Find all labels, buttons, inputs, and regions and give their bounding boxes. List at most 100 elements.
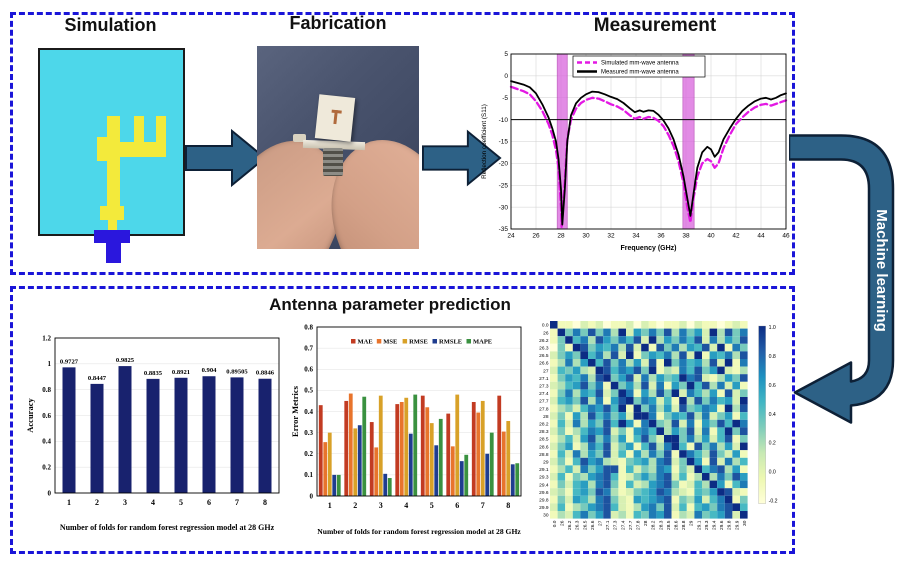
svg-text:0.89505: 0.89505: [226, 368, 248, 375]
svg-text:29.9: 29.9: [539, 505, 549, 511]
svg-text:7: 7: [235, 498, 239, 507]
svg-text:2: 2: [95, 498, 99, 507]
svg-text:28.8: 28.8: [681, 520, 687, 530]
svg-text:0.8: 0.8: [304, 323, 313, 331]
fabrication-title: Fabrication: [289, 13, 387, 33]
svg-text:0: 0: [310, 492, 314, 500]
svg-text:28.5: 28.5: [666, 520, 672, 530]
svg-text:28: 28: [543, 414, 549, 420]
svg-text:4: 4: [404, 501, 408, 510]
svg-text:0.0: 0.0: [552, 520, 558, 527]
svg-text:46: 46: [782, 233, 790, 240]
simulation-title: Simulation: [64, 15, 157, 35]
svg-text:40: 40: [707, 233, 715, 240]
svg-text:29: 29: [689, 520, 695, 526]
antenna-arm: [100, 142, 166, 157]
antenna-prong-3: [155, 116, 166, 157]
simulation-image: [38, 48, 185, 264]
svg-text:Measured mm-wave antenna: Measured mm-wave antenna: [601, 70, 679, 76]
svg-text:MAE: MAE: [358, 338, 373, 345]
svg-text:0.9825: 0.9825: [116, 357, 135, 364]
svg-text:27.3: 27.3: [613, 520, 619, 530]
svg-text:28.3: 28.3: [539, 429, 549, 435]
svg-text:8: 8: [506, 501, 510, 510]
svg-text:27.7: 27.7: [628, 520, 634, 530]
svg-text:3: 3: [379, 501, 383, 510]
machine-learning-arrow: Machine learning: [789, 134, 895, 424]
feed-port: [94, 230, 131, 244]
svg-text:0.6: 0.6: [304, 366, 313, 374]
svg-text:1: 1: [48, 360, 52, 368]
svg-text:5: 5: [430, 501, 434, 510]
svg-text:30: 30: [543, 513, 549, 519]
svg-text:27.4: 27.4: [620, 520, 626, 530]
svg-text:26.3: 26.3: [575, 520, 581, 530]
svg-text:MSE: MSE: [383, 338, 397, 345]
svg-text:0.904: 0.904: [202, 367, 218, 374]
svg-text:28.8: 28.8: [539, 452, 549, 458]
arrow-fabrication-to-measurement: [422, 129, 502, 187]
svg-text:-30: -30: [499, 204, 509, 211]
sma-connector: [323, 148, 343, 176]
svg-text:29.6: 29.6: [539, 490, 549, 496]
svg-text:28.6: 28.6: [674, 520, 680, 530]
svg-text:3: 3: [123, 498, 127, 507]
antenna-nub: [107, 219, 117, 231]
svg-text:0.5: 0.5: [304, 387, 313, 395]
prediction-title: Antenna parameter prediction: [269, 295, 511, 314]
svg-text:28.5: 28.5: [539, 437, 549, 443]
svg-text:26: 26: [543, 330, 549, 336]
svg-text:28.3: 28.3: [658, 520, 664, 530]
svg-text:26.2: 26.2: [539, 338, 549, 344]
svg-text:32: 32: [607, 233, 615, 240]
svg-text:29.8: 29.8: [727, 520, 733, 530]
svg-text:RMSLE: RMSLE: [439, 338, 462, 345]
svg-text:0.9727: 0.9727: [60, 358, 79, 365]
svg-text:Reflection coefficient (S11): Reflection coefficient (S11): [481, 104, 488, 179]
svg-text:RMSE: RMSE: [409, 338, 428, 345]
svg-text:8: 8: [263, 498, 267, 507]
svg-text:0.8: 0.8: [769, 354, 776, 360]
fabricated-antenna-board: [314, 94, 356, 142]
svg-text:0.4: 0.4: [769, 412, 776, 418]
svg-text:0.8921: 0.8921: [172, 369, 190, 376]
svg-text:26.6: 26.6: [590, 520, 596, 530]
svg-text:7: 7: [481, 501, 485, 510]
svg-text:28: 28: [643, 520, 649, 526]
svg-text:42: 42: [732, 233, 740, 240]
svg-text:MAPE: MAPE: [473, 338, 492, 345]
svg-text:28.6: 28.6: [539, 444, 549, 450]
antenna-arm-junction: [97, 137, 112, 162]
svg-text:6: 6: [455, 501, 459, 510]
antenna-foot: [100, 206, 125, 221]
svg-text:27.1: 27.1: [605, 520, 611, 530]
svg-text:26.5: 26.5: [539, 353, 549, 359]
svg-text:27.1: 27.1: [539, 376, 549, 382]
svg-text:24: 24: [507, 233, 515, 240]
svg-text:1.2: 1.2: [42, 334, 51, 342]
svg-text:28.2: 28.2: [651, 520, 657, 530]
svg-text:0.6: 0.6: [769, 383, 776, 389]
svg-text:-10: -10: [499, 117, 509, 124]
svg-text:26.6: 26.6: [539, 361, 549, 367]
svg-text:5: 5: [179, 498, 183, 507]
svg-text:26: 26: [532, 233, 540, 240]
svg-text:-25: -25: [499, 182, 509, 189]
svg-text:-35: -35: [499, 226, 509, 233]
svg-text:27.8: 27.8: [539, 406, 549, 412]
svg-text:Number of folds for random for: Number of folds for random forest regres…: [317, 527, 521, 536]
svg-text:0.6: 0.6: [42, 412, 51, 420]
svg-text:0.4: 0.4: [42, 438, 51, 446]
svg-text:0.2: 0.2: [769, 441, 776, 447]
svg-text:0.3: 0.3: [304, 429, 313, 437]
svg-text:0.8: 0.8: [42, 386, 51, 394]
svg-text:4: 4: [151, 498, 155, 507]
error-metrics-bar-chart: 0 0.1 0.2 0.3 0.4 0.5 0.6 0.7 0.8 1 2 3 4 5 6 7 8 MAE MSE R…: [290, 317, 526, 547]
antenna-side-tab: [293, 134, 306, 142]
svg-text:28.2: 28.2: [539, 422, 549, 428]
svg-text:-20: -20: [499, 161, 509, 168]
svg-text:0: 0: [48, 489, 52, 497]
svg-text:6: 6: [207, 498, 211, 507]
svg-text:29.9: 29.9: [734, 520, 740, 530]
